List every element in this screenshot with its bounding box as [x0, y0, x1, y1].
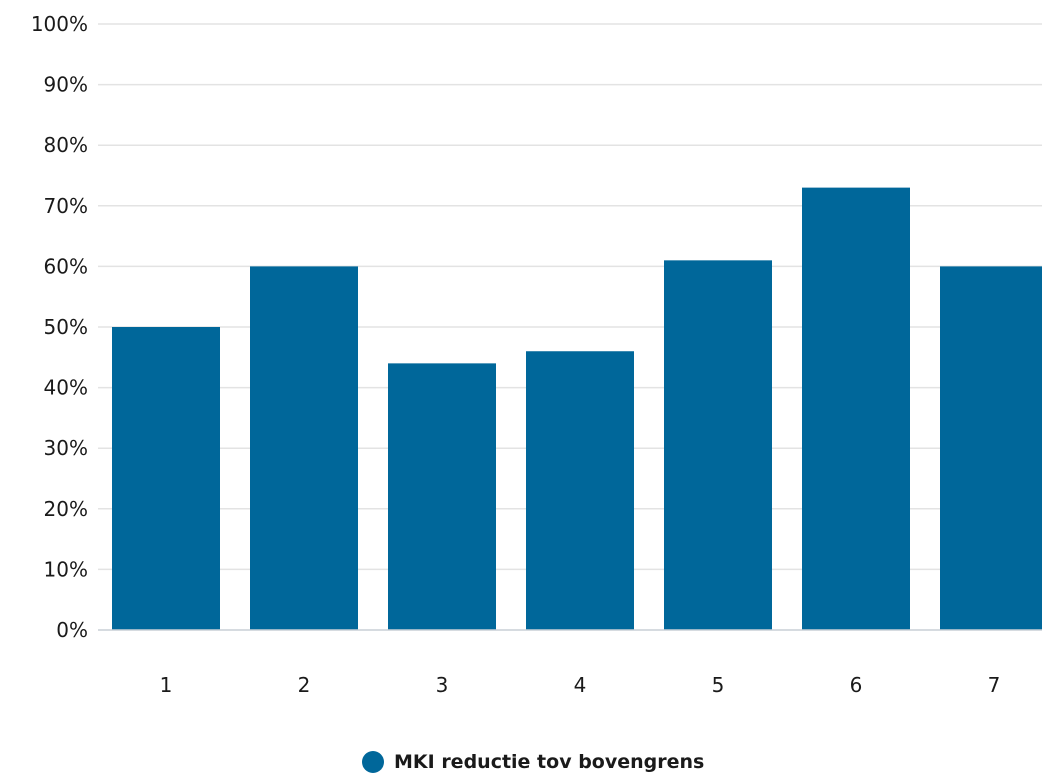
bar — [250, 266, 358, 630]
x-tick-label: 4 — [574, 673, 587, 697]
bar — [388, 363, 496, 630]
y-tick-label: 40% — [44, 376, 88, 400]
y-tick-label: 20% — [44, 497, 88, 521]
y-tick-label: 0% — [56, 618, 88, 642]
x-tick-label: 2 — [298, 673, 311, 697]
y-tick-label: 70% — [44, 194, 88, 218]
y-tick-label: 10% — [44, 557, 88, 581]
bar — [940, 266, 1042, 630]
y-tick-label: 50% — [44, 315, 88, 339]
x-tick-label: 7 — [988, 673, 1001, 697]
legend-swatch-icon — [362, 751, 384, 773]
x-tick-label: 1 — [160, 673, 173, 697]
x-tick-label: 6 — [850, 673, 863, 697]
bar — [526, 351, 634, 630]
y-tick-label: 60% — [44, 254, 88, 278]
y-tick-label: 90% — [44, 73, 88, 97]
chart-plot: 0% 10% 20% 30% 40% 50% 60% 70% 80% 90% 100% 1 2 3 4 5 6… — [31, 12, 1042, 697]
x-tick-label: 5 — [712, 673, 725, 697]
x-axis-ticks: 1 2 3 4 5 6 7 — [160, 673, 1001, 697]
bar — [664, 260, 772, 630]
y-tick-label: 30% — [44, 436, 88, 460]
legend: MKI reductie tov bovengrens — [362, 748, 704, 776]
y-axis-ticks: 0% 10% 20% 30% 40% 50% 60% 70% 80% 90% 100% — [31, 12, 88, 642]
y-tick-label: 100% — [31, 12, 88, 36]
legend-label: MKI reductie tov bovengrens — [394, 751, 705, 773]
bar — [112, 327, 220, 630]
x-tick-label: 3 — [436, 673, 449, 697]
y-tick-label: 80% — [44, 133, 88, 157]
bars — [112, 187, 1042, 630]
bar — [802, 187, 910, 630]
